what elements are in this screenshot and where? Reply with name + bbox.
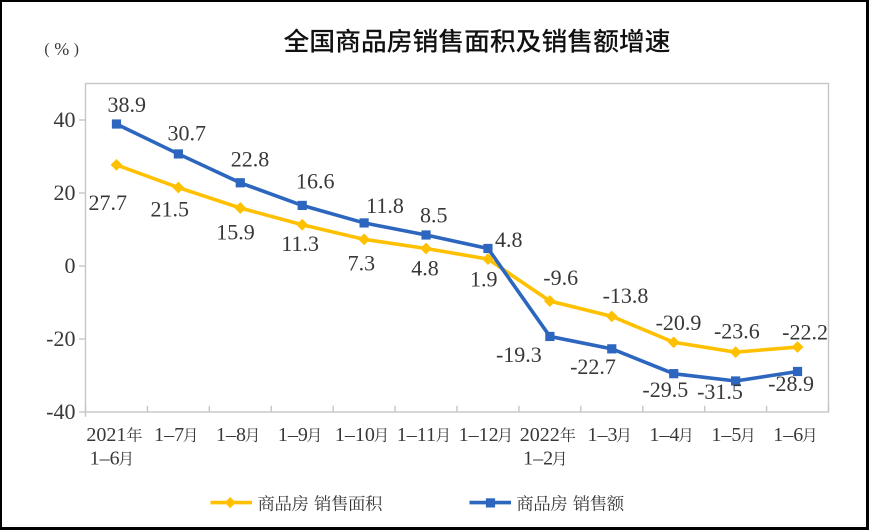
svg-text:2022: 2022 xyxy=(520,424,560,446)
svg-text:1–2: 1–2 xyxy=(523,448,553,470)
svg-text:30.7: 30.7 xyxy=(168,120,207,145)
svg-text:1–10: 1–10 xyxy=(335,424,375,446)
svg-text:-13.8: -13.8 xyxy=(603,283,649,308)
svg-text:22.8: 22.8 xyxy=(231,146,270,171)
svg-text:1–6: 1–6 xyxy=(773,424,803,446)
svg-text:-28.9: -28.9 xyxy=(768,371,814,396)
svg-text:-22.2: -22.2 xyxy=(782,319,828,344)
svg-text:1–3: 1–3 xyxy=(587,424,617,446)
svg-text:1–9: 1–9 xyxy=(278,424,308,446)
svg-text:16.6: 16.6 xyxy=(296,169,335,194)
svg-text:27.7: 27.7 xyxy=(88,190,127,215)
svg-text:40: 40 xyxy=(54,107,76,132)
svg-text:-9.6: -9.6 xyxy=(543,265,578,290)
svg-text:4.8: 4.8 xyxy=(411,255,439,280)
svg-text:4.8: 4.8 xyxy=(495,227,523,252)
svg-text:-29.5: -29.5 xyxy=(642,377,688,402)
svg-text:-40: -40 xyxy=(46,399,75,424)
svg-text:1–7: 1–7 xyxy=(154,424,184,446)
svg-text:-31.5: -31.5 xyxy=(697,379,743,404)
svg-text:21.5: 21.5 xyxy=(151,197,190,222)
svg-text:1–6: 1–6 xyxy=(90,448,120,470)
svg-text:-20.9: -20.9 xyxy=(656,310,702,335)
svg-text:1–5: 1–5 xyxy=(711,424,741,446)
svg-text:38.9: 38.9 xyxy=(108,92,147,117)
svg-text:1.9: 1.9 xyxy=(470,267,498,292)
svg-text:1–4: 1–4 xyxy=(649,424,679,446)
svg-text:1–11: 1–11 xyxy=(397,424,436,446)
svg-text:7.3: 7.3 xyxy=(348,250,376,275)
svg-text:20: 20 xyxy=(54,180,76,205)
svg-text:(%): (%) xyxy=(44,39,83,59)
svg-text:2021: 2021 xyxy=(86,424,126,446)
svg-text:-19.3: -19.3 xyxy=(496,342,542,367)
svg-text:1–12: 1–12 xyxy=(459,424,499,446)
svg-text:11.3: 11.3 xyxy=(281,231,319,256)
svg-text:11.8: 11.8 xyxy=(366,193,404,218)
svg-text:1–8: 1–8 xyxy=(216,424,246,446)
svg-text:0: 0 xyxy=(65,253,76,278)
svg-text:8.5: 8.5 xyxy=(420,203,448,228)
svg-text:-23.6: -23.6 xyxy=(714,318,760,343)
svg-text:-20: -20 xyxy=(46,326,75,351)
svg-text:-22.7: -22.7 xyxy=(570,354,616,379)
svg-text:15.9: 15.9 xyxy=(216,219,255,244)
